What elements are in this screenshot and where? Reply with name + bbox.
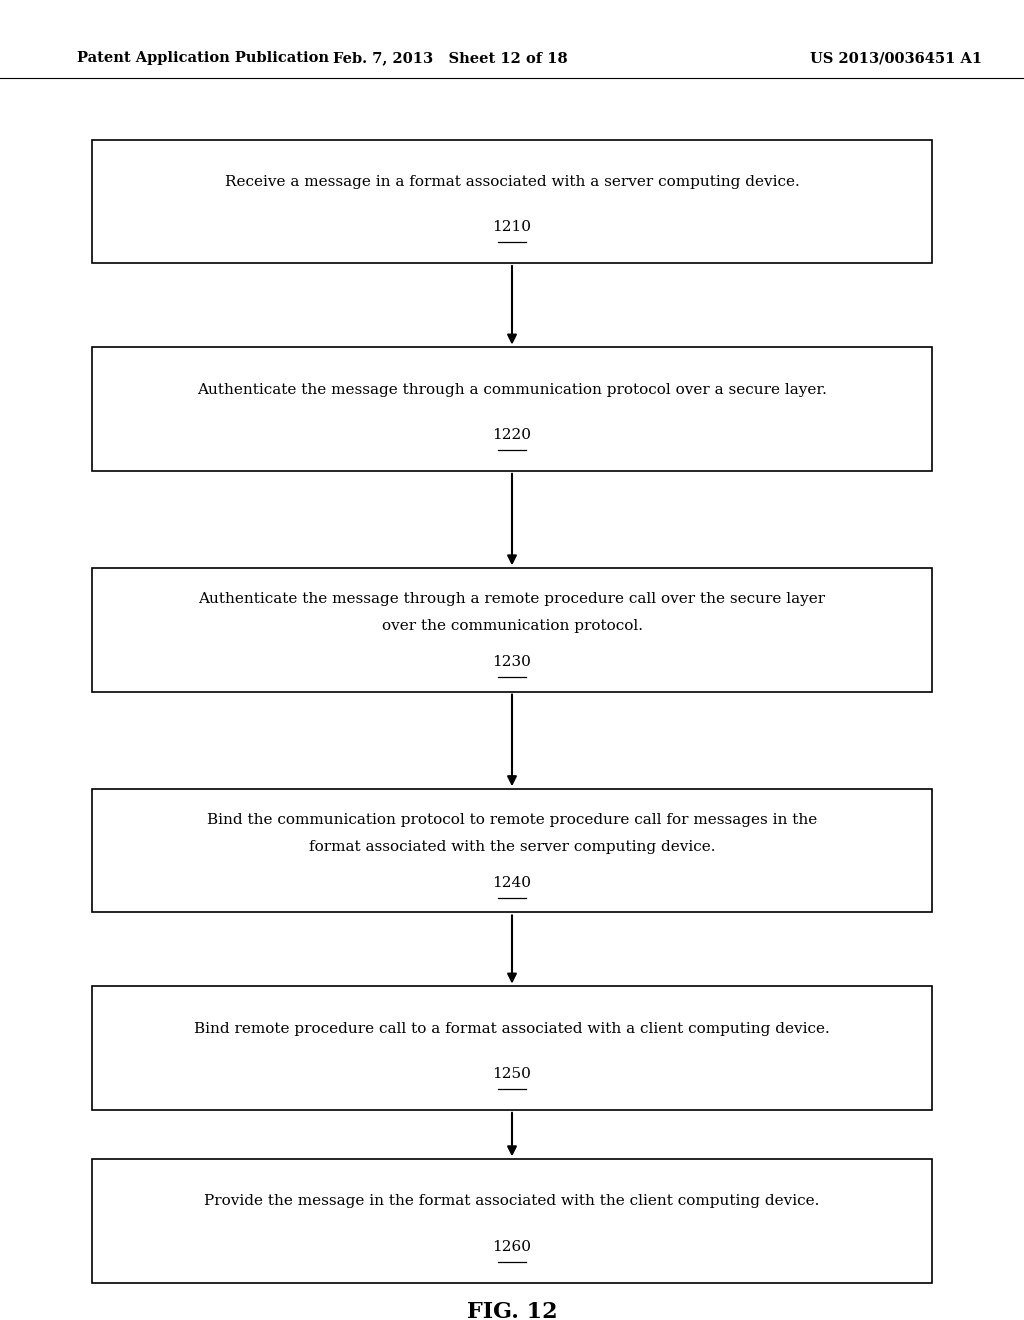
Text: 1240: 1240 xyxy=(493,876,531,890)
Text: Feb. 7, 2013   Sheet 12 of 18: Feb. 7, 2013 Sheet 12 of 18 xyxy=(333,51,568,66)
Text: 1230: 1230 xyxy=(493,656,531,669)
Bar xyxy=(92,568,932,692)
Text: 1260: 1260 xyxy=(493,1239,531,1254)
Text: 1210: 1210 xyxy=(493,220,531,234)
Text: Receive a message in a format associated with a server computing device.: Receive a message in a format associated… xyxy=(224,174,800,189)
Text: Bind remote procedure call to a format associated with a client computing device: Bind remote procedure call to a format a… xyxy=(195,1022,829,1036)
Text: 1220: 1220 xyxy=(493,428,531,442)
Text: FIG. 12: FIG. 12 xyxy=(467,1300,557,1320)
Bar xyxy=(92,1159,932,1283)
Text: Provide the message in the format associated with the client computing device.: Provide the message in the format associ… xyxy=(205,1195,819,1208)
Bar xyxy=(92,140,932,263)
Text: Authenticate the message through a remote procedure call over the secure layer: Authenticate the message through a remot… xyxy=(199,591,825,606)
Text: over the communication protocol.: over the communication protocol. xyxy=(382,619,642,634)
Bar xyxy=(92,347,932,471)
Bar xyxy=(92,789,932,912)
Text: Patent Application Publication: Patent Application Publication xyxy=(77,51,329,66)
Text: 1250: 1250 xyxy=(493,1067,531,1081)
Text: US 2013/0036451 A1: US 2013/0036451 A1 xyxy=(810,51,982,66)
Text: Bind the communication protocol to remote procedure call for messages in the: Bind the communication protocol to remot… xyxy=(207,813,817,826)
Text: Authenticate the message through a communication protocol over a secure layer.: Authenticate the message through a commu… xyxy=(197,383,827,396)
Bar xyxy=(92,986,932,1110)
Text: format associated with the server computing device.: format associated with the server comput… xyxy=(309,840,715,854)
